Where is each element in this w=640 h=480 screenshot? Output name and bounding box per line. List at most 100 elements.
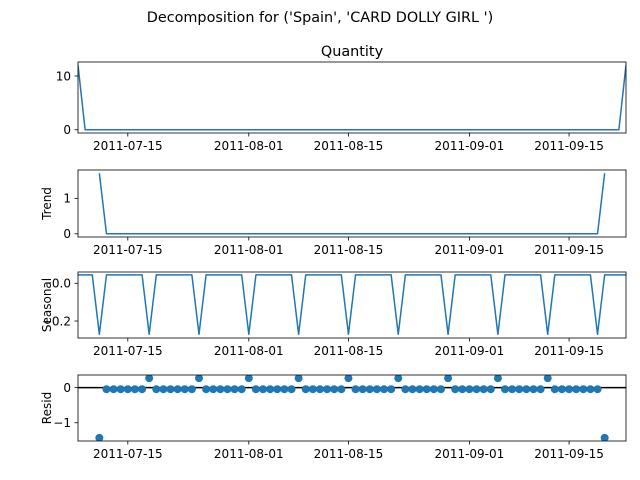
resid-point [230,385,239,394]
resid-point [522,385,531,394]
resid-ytick-label: 0 [63,381,71,395]
quantity-xtick-label: 2011-09-01 [435,139,505,153]
resid-point [479,385,488,394]
subplot-panels: Quantity 2011-07-15 2011-08-01 2011-08-15 20… [40,44,627,461]
resid-point [116,385,125,394]
resid-point [187,385,196,394]
resid-point [550,385,559,394]
quantity-xtick-label: 2011-07-15 [93,139,163,153]
seasonal-panel: Seasonal 2011-07-15 2011-08-01 2011-08-15 20… [40,271,627,358]
resid-point [266,385,275,394]
resid-point [330,385,339,394]
resid-xtick-label: 2011-09-15 [534,447,604,461]
resid-point [586,385,595,394]
resid-point [501,385,510,394]
trend-series-line [98,173,606,235]
resid-point [323,385,332,394]
resid-point [123,385,132,394]
resid-point [493,375,502,383]
trend-xtick-label: 2011-07-15 [93,243,163,257]
resid-point [166,385,175,394]
seasonal-series-line [78,274,626,335]
resid-point [465,385,474,394]
resid-point [251,385,260,394]
resid-point [365,385,374,394]
quantity-xtick-label: 2011-08-15 [314,139,384,153]
resid-point [458,385,467,394]
seasonal-xtick-label: 2011-07-15 [93,344,163,358]
resid-ytick-label: −1 [53,416,71,430]
trend-ytick-label: 1 [63,192,71,206]
resid-point [315,385,324,394]
resid-point [159,385,168,394]
resid-point [301,385,310,394]
resid-point [401,385,410,394]
resid-point [194,375,203,383]
resid-point [429,385,438,394]
resid-point [244,375,253,383]
seasonal-data [78,274,626,335]
resid-point [600,433,609,441]
resid-point [508,385,517,394]
resid-point [529,385,538,394]
quantity-title: Quantity [321,44,384,60]
seasonal-ylabel: Seasonal [40,278,54,332]
resid-point [180,385,189,394]
resid-point [173,385,182,394]
resid-point [451,385,460,394]
resid-point [351,385,360,394]
resid-point [394,375,403,383]
seasonal-xtick-label: 2011-09-15 [534,344,604,358]
seasonal-xtick-label: 2011-08-15 [314,344,384,358]
seasonal-ytick-label: 0.0 [52,277,71,291]
resid-point [472,385,481,394]
resid-point [259,385,268,394]
quantity-xtick-label: 2011-08-01 [214,139,284,153]
seasonal-xtick-label: 2011-09-01 [435,344,505,358]
resid-point [145,375,154,383]
quantity-xtick-label: 2011-09-15 [534,139,604,153]
trend-data [98,173,606,235]
trend-xtick-label: 2011-08-15 [314,243,384,257]
trend-ylabel: Trend [40,187,54,221]
resid-point [152,385,161,394]
seasonal-xtick-label: 2011-08-01 [214,344,284,358]
trend-xtick-label: 2011-08-01 [214,243,284,257]
resid-data [78,375,626,441]
resid-point [536,385,545,394]
resid-point [557,385,566,394]
quantity-axes-frame [77,61,627,134]
resid-axes-frame [77,374,627,442]
resid-point [273,385,282,394]
resid-point [408,385,417,394]
resid-point [138,385,147,394]
resid-ylabel: Resid [40,392,54,424]
resid-point [95,433,104,441]
trend-xtick-label: 2011-09-01 [435,243,505,257]
resid-xtick-label: 2011-09-01 [435,447,505,461]
seasonal-ytick-label: −0.2 [42,314,71,328]
resid-point [358,385,367,394]
resid-point [515,385,524,394]
figure-suptitle: Decomposition for ('Spain', 'CARD DOLLY … [147,10,493,26]
trend-ytick-label: 0 [63,227,71,241]
resid-point [579,385,588,394]
resid-point [380,385,389,394]
resid-point [422,385,431,394]
resid-point [543,375,552,383]
resid-point [216,385,225,394]
quantity-ytick-label: 0 [63,123,71,137]
resid-xtick-label: 2011-07-15 [93,447,163,461]
trend-axes-frame [77,169,627,238]
resid-point [387,385,396,394]
resid-point [280,385,289,394]
seasonal-axes-frame [77,271,627,339]
resid-point [593,385,602,394]
resid-point [209,385,218,394]
quantity-panel: Quantity 2011-07-15 2011-08-01 2011-08-15 20… [56,44,627,153]
resid-point [565,385,574,394]
resid-point [237,385,246,394]
resid-point [223,385,232,394]
resid-point [287,385,296,394]
resid-point [202,385,211,394]
